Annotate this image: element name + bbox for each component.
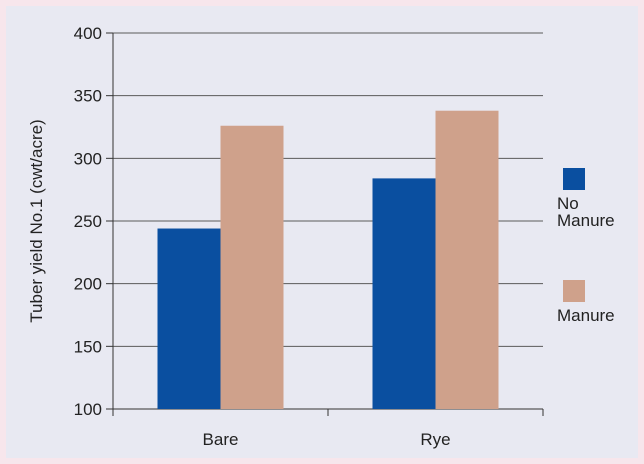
y-axis-title: Tuber yield No.1 (cwt/acre) xyxy=(27,119,46,322)
y-tick-label: 350 xyxy=(74,87,102,106)
bar-manure-rye xyxy=(435,110,499,409)
bar-no-manure-bare xyxy=(157,228,221,409)
y-tick-label: 250 xyxy=(74,212,102,231)
y-tick-label: 300 xyxy=(74,149,102,168)
legend-swatch-manure xyxy=(563,280,585,302)
x-tick-label: Rye xyxy=(420,430,450,449)
legend-label: No xyxy=(557,194,579,213)
bar-manure-bare xyxy=(220,125,284,409)
y-tick-label: 200 xyxy=(74,275,102,294)
legend-swatch-no-manure xyxy=(563,168,585,190)
bar-no-manure-rye xyxy=(372,178,436,409)
y-tick-label: 150 xyxy=(74,337,102,356)
legend-label: Manure xyxy=(557,211,615,230)
y-tick-label: 100 xyxy=(74,400,102,419)
y-tick-label: 400 xyxy=(74,24,102,43)
legend-label: Manure xyxy=(557,306,615,325)
x-tick-label: Bare xyxy=(203,430,239,449)
